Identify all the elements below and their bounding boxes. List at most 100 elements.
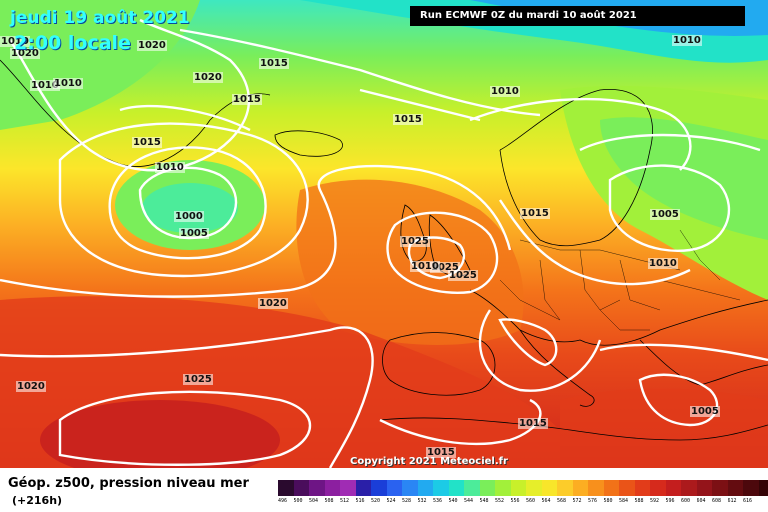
color-scale-ticks: 496 500 504 508 512 516 520 524 528 532 536 540 544 5… (278, 498, 768, 504)
color-scale-tick: 584 (619, 498, 629, 504)
color-scale-tick (759, 498, 768, 504)
color-scale-tick: 508 (324, 498, 334, 504)
color-scale-tick: 532 (417, 498, 427, 504)
color-scale-cell (696, 480, 712, 496)
copyright: Copyright 2021 Meteociel.fr (350, 456, 508, 467)
isobar-label: 1010 (0, 36, 30, 47)
color-scale-cell (758, 480, 768, 496)
color-scale-tick: 536 (433, 498, 443, 504)
color-scale-cell (464, 480, 480, 496)
isobar-label: 1015 (132, 137, 162, 148)
color-scale-tick: 548 (479, 498, 489, 504)
isobar-label: 1020 (258, 298, 288, 309)
color-scale-cell (510, 480, 526, 496)
product-title: Géop. z500, pression niveau mer (8, 476, 249, 491)
green-region-greenland (0, 0, 200, 130)
isobar-label: 1025 (448, 270, 478, 281)
isobar-label: 1010 (648, 258, 678, 269)
color-scale-cell (572, 480, 588, 496)
isobar-label: 1015 (393, 114, 423, 125)
color-scale-tick: 564 (541, 498, 551, 504)
legend-footer: Géop. z500, pression niveau mer (+216h) … (0, 468, 768, 512)
color-scale-cell (681, 480, 697, 496)
color-scale-tick: 600 (681, 498, 691, 504)
color-scale-tick: 604 (696, 498, 706, 504)
color-scale-tick: 568 (557, 498, 567, 504)
forecast-date: jeudi 19 août 2021 (10, 8, 190, 28)
color-scale-tick: 616 (743, 498, 753, 504)
isobar-label: 1025 (430, 262, 460, 273)
color-scale-cell (603, 480, 619, 496)
coastlines (0, 59, 768, 441)
color-scale-tick: 576 (588, 498, 598, 504)
color-scale-cell (386, 480, 402, 496)
model-run-label: Run ECMWF 0Z du mardi 10 août 2021 (410, 6, 745, 26)
color-scale-tick: 512 (340, 498, 350, 504)
isobar-label: 1005 (690, 406, 720, 417)
subtropical-ridge-core (40, 400, 280, 468)
isobar-label: 1025 (183, 374, 213, 385)
forecast-time: 2:00 locale (14, 32, 131, 54)
color-scale-tick: 516 (355, 498, 365, 504)
color-scale-cell (278, 480, 294, 496)
borders (499, 229, 741, 331)
isobar-label: 1010 (30, 80, 60, 91)
isobar-label: 1005 (650, 209, 680, 220)
isobar-label: 1015 (518, 418, 548, 429)
color-scale-cell (293, 480, 309, 496)
color-scale-cell (712, 480, 728, 496)
isobar-label: 1015 (520, 208, 550, 219)
isobar-label: 1020 (10, 48, 40, 59)
color-scale-tick: 540 (448, 498, 458, 504)
isobar-label: 1010 (53, 78, 83, 89)
color-scale-cell (417, 480, 433, 496)
color-scale-tick: 528 (402, 498, 412, 504)
color-scale-tick: 608 (712, 498, 722, 504)
isobar-label: 1020 (137, 40, 167, 51)
color-scale-tick: 572 (572, 498, 582, 504)
iceland-low-core (142, 183, 238, 233)
weather-map: 1010 1020 1020 1010 1010 1020 1015 1015 … (0, 0, 768, 468)
color-scale-tick: 592 (650, 498, 660, 504)
color-scale-cell (727, 480, 743, 496)
color-scale-tick: 556 (510, 498, 520, 504)
color-scale-tick: 504 (309, 498, 319, 504)
color-scale-cell (619, 480, 635, 496)
color-scale-tick: 500 (293, 498, 303, 504)
color-scale (278, 480, 768, 496)
color-scale-cell (588, 480, 604, 496)
color-scale-cell (448, 480, 464, 496)
isobar-label: 1015 (259, 58, 289, 69)
color-scale-cell (650, 480, 666, 496)
isobar-label: 1020 (193, 72, 223, 83)
color-scale-cell (665, 480, 681, 496)
isobar-label: 1010 (410, 261, 440, 272)
scandinavia-trough-core (600, 117, 768, 240)
color-scale-cell (433, 480, 449, 496)
isobar-label: 1000 (174, 211, 204, 222)
color-scale-cell (526, 480, 542, 496)
color-scale-cell (309, 480, 325, 496)
isobar-label: 1010 (490, 86, 520, 97)
color-scale-tick: 612 (727, 498, 737, 504)
isobar-label: 1010 (672, 35, 702, 46)
isobar-label: 1005 (179, 228, 209, 239)
isobar-label: 1015 (232, 94, 262, 105)
color-scale-tick: 496 (278, 498, 288, 504)
color-scale-cell (495, 480, 511, 496)
color-scale-cell (541, 480, 557, 496)
color-scale-tick: 552 (495, 498, 505, 504)
color-scale-tick: 544 (464, 498, 474, 504)
color-scale-tick: 596 (665, 498, 675, 504)
color-scale-cell (355, 480, 371, 496)
color-scale-tick: 588 (634, 498, 644, 504)
color-scale-cell (743, 480, 759, 496)
east-med-ridge (560, 388, 768, 468)
color-scale-tick: 524 (386, 498, 396, 504)
color-scale-cell (557, 480, 573, 496)
isobar-label: 1020 (16, 381, 46, 392)
isobar-label: 1010 (155, 162, 185, 173)
isobar-label: 1015 (426, 447, 456, 458)
isobar-label: 1025 (400, 236, 430, 247)
lead-time: (+216h) (12, 494, 63, 507)
